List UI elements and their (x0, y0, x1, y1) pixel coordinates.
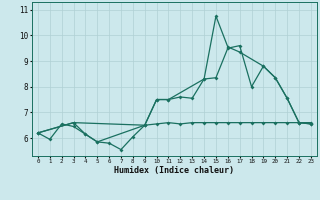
X-axis label: Humidex (Indice chaleur): Humidex (Indice chaleur) (115, 166, 234, 175)
